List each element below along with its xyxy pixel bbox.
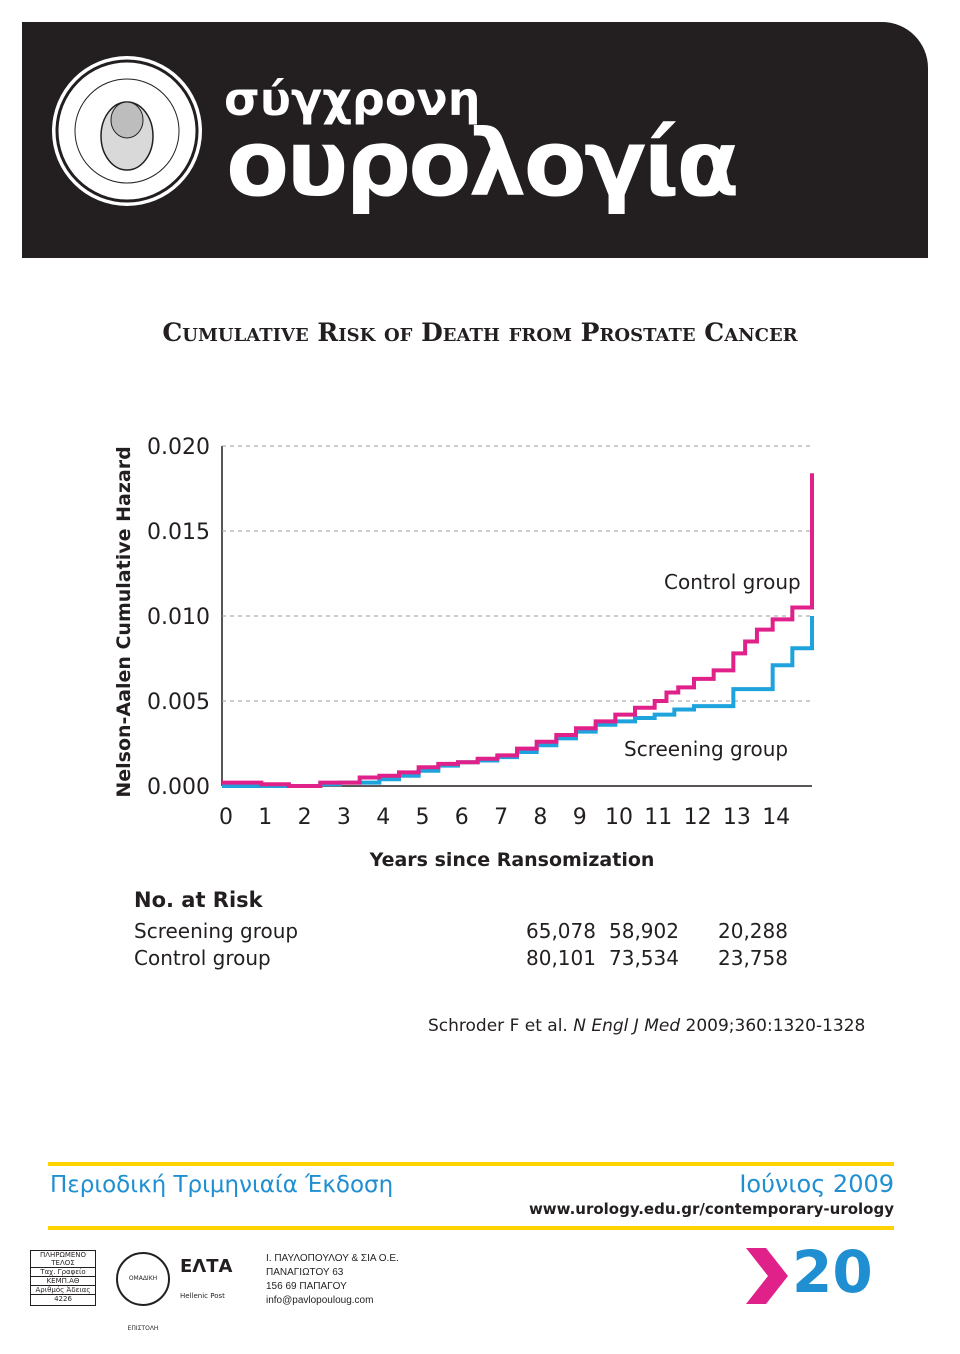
x-tick-label: 10 xyxy=(605,805,633,830)
postage-paid-box: ΠΛΗΡΩΜΕΝΟ ΤΕΛΟΣ Ταχ. Γραφείο ΚΕΜΠ.ΑΘ Αρι… xyxy=(30,1250,96,1306)
website-link[interactable]: www.urology.edu.gr/contemporary-urology xyxy=(528,1200,894,1218)
y-tick-label: 0.010 xyxy=(147,605,210,630)
publisher-line: ΠΑΝΑΓΙΩΤΟΥ 63 xyxy=(266,1267,344,1278)
y-tick-label: 0.020 xyxy=(147,435,210,460)
x-tick-label: 6 xyxy=(455,805,469,830)
x-tick-label: 9 xyxy=(573,805,587,830)
series-line xyxy=(222,616,814,788)
postbox-line: Ταχ. Γραφείο xyxy=(31,1268,95,1277)
control-group-annotation: Control group xyxy=(664,570,801,594)
publisher-line: Ι. ΠΑΥΛΟΠΟΥΛΟΥ & ΣΙΑ Ο.Ε. xyxy=(266,1253,399,1264)
chevron-right-icon xyxy=(746,1248,788,1304)
postbox-line: ΠΛΗΡΩΜΕΝΟ ΤΕΛΟΣ xyxy=(31,1251,95,1268)
risk-cell: 20,288 xyxy=(718,919,788,943)
x-tick-label: 0 xyxy=(219,805,233,830)
y-tick-label: 0.015 xyxy=(147,520,210,545)
x-tick-label: 12 xyxy=(684,805,712,830)
x-tick-label: 13 xyxy=(723,805,751,830)
elta-logo: ΕΛΤΑ xyxy=(180,1256,233,1277)
citation: Schroder F et al. N Engl J Med 2009;360:… xyxy=(428,1016,865,1036)
issue-number: 20 xyxy=(792,1238,873,1306)
chart-title: Cumulative Risk of Death from Prostate C… xyxy=(162,318,798,347)
citation-journal: N Engl J Med xyxy=(573,1016,681,1036)
y-tick-label: 0.000 xyxy=(147,775,210,800)
footer-bottom-rule xyxy=(48,1226,894,1230)
publisher-line: 156 69 ΠΑΠΑΓΟΥ xyxy=(266,1281,347,1292)
citation-authors: Schroder F et al. xyxy=(428,1016,568,1036)
risk-cell: 80,101 xyxy=(526,946,596,970)
publisher-address: Ι. ΠΑΥΛΟΠΟΥΛΟΥ & ΣΙΑ Ο.Ε. ΠΑΝΑΓΙΩΤΟΥ 63 … xyxy=(266,1252,399,1308)
x-tick-label: 1 xyxy=(258,805,272,830)
postbox-line: 4226 xyxy=(54,1295,72,1303)
risk-cell: 73,534 xyxy=(609,946,679,970)
x-tick-label: 3 xyxy=(337,805,351,830)
y-tick-label: 0.005 xyxy=(147,690,210,715)
screening-group-annotation: Screening group xyxy=(624,737,788,761)
x-tick-label: 2 xyxy=(298,805,312,830)
risk-cell: 58,902 xyxy=(609,919,679,943)
series-line xyxy=(222,473,814,788)
elta-subtitle: Hellenic Post xyxy=(180,1292,225,1300)
risk-table-header: No. at Risk xyxy=(134,888,263,912)
y-axis-label: Nelson-Aalen Cumulative Hazard xyxy=(113,446,135,797)
edition-text: Περιοδική Τριμηνιαία Έκδοση xyxy=(50,1172,394,1198)
hazard-chart: 141312111098765432100.0200.0150.0100.005… xyxy=(113,435,814,871)
x-tick-label: 4 xyxy=(376,805,390,830)
magazine-title-big: ουρολογία xyxy=(226,110,740,217)
postbox-line: Αριθμός Άδειας xyxy=(31,1286,95,1295)
risk-row-label: Screening group xyxy=(134,919,299,943)
postbox-line: ΚΕΜΠ.ΑΘ xyxy=(31,1277,95,1286)
issue-date: Ιούνιος 2009 xyxy=(739,1170,894,1198)
publisher-email[interactable]: info@pavlopouloug.com xyxy=(266,1295,374,1306)
group-letter-stamp: ΟΜΑΔΙΚΗ ΕΠΙΣΤΟΛΗ xyxy=(116,1252,170,1332)
citation-ref: 2009;360:1320-1328 xyxy=(685,1016,866,1036)
footer-top-rule xyxy=(48,1162,894,1166)
x-tick-label: 8 xyxy=(533,805,547,830)
risk-row-label: Control group xyxy=(134,946,271,970)
x-axis-label: Years since Ransomization xyxy=(369,849,655,871)
x-tick-label: 14 xyxy=(762,805,790,830)
risk-cell: 65,078 xyxy=(526,919,596,943)
asclepius-seal-logo xyxy=(52,56,202,206)
x-tick-label: 5 xyxy=(416,805,430,830)
x-tick-label: 11 xyxy=(644,805,672,830)
risk-cell: 23,758 xyxy=(718,946,788,970)
x-tick-label: 7 xyxy=(494,805,508,830)
magazine-title-small: σύγχρονη xyxy=(224,72,481,126)
